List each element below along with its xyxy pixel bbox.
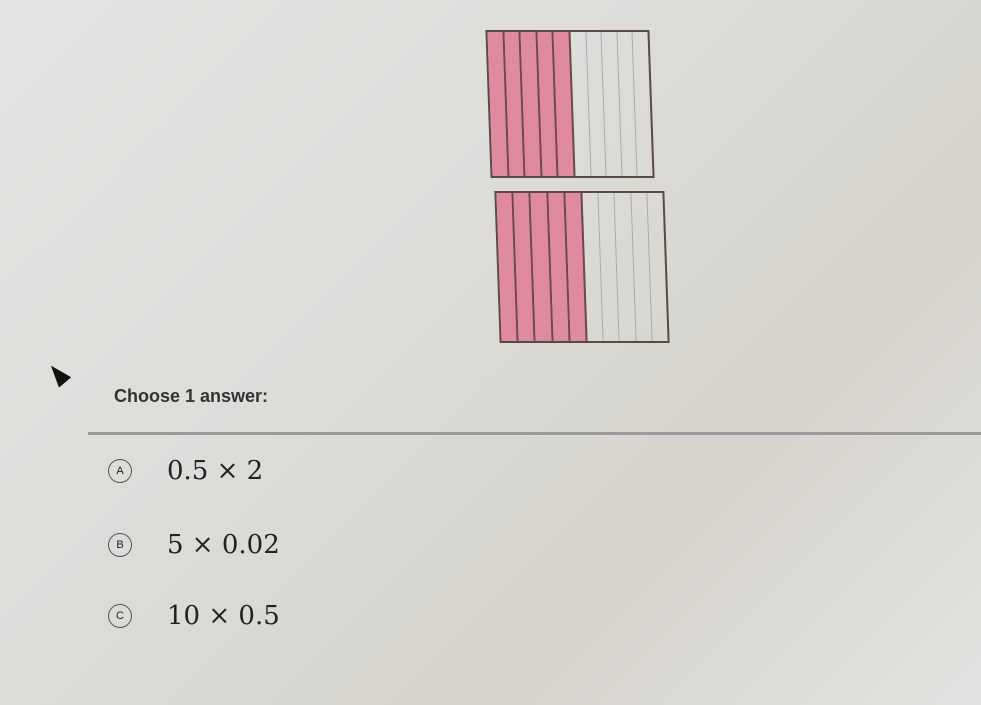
- choice-text-a: 0.5 × 2: [167, 456, 264, 486]
- divider: [88, 432, 981, 435]
- choice-text-b: 5 × 0.02: [167, 530, 280, 560]
- decimal-grid-1: [485, 30, 655, 178]
- choice-a[interactable]: A 0.5 × 2: [108, 456, 263, 486]
- choice-letter-a: A: [108, 459, 132, 483]
- choice-b[interactable]: B 5 × 0.02: [108, 530, 280, 560]
- choice-letter-c: C: [108, 604, 132, 628]
- decimal-grid-2: [494, 191, 670, 343]
- choice-c[interactable]: C 10 × 0.5: [108, 601, 280, 631]
- mouse-cursor-icon: [44, 360, 72, 388]
- choice-text-c: 10 × 0.5: [167, 601, 280, 631]
- choice-letter-b: B: [108, 533, 132, 557]
- question-prompt: Choose 1 answer:: [114, 386, 269, 406]
